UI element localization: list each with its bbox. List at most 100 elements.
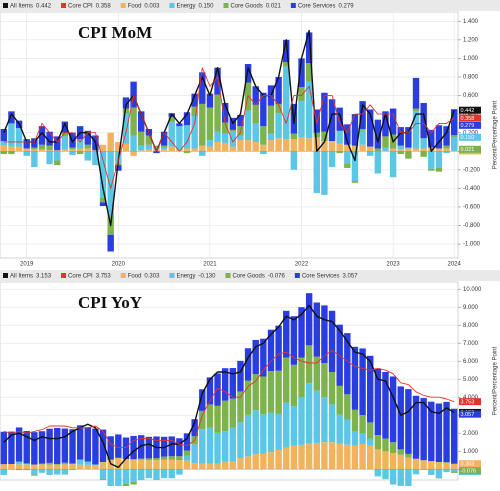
- bar-segment: [138, 460, 144, 470]
- bar-segment: [130, 108, 136, 136]
- bar-segment: [451, 469, 457, 471]
- bar-segment: [413, 111, 419, 148]
- bar-segment: [443, 402, 449, 462]
- bar-segment: [451, 472, 457, 473]
- bar-segment: [100, 462, 106, 469]
- legend-label: All Items: [10, 4, 33, 10]
- bar-segment: [1, 464, 7, 469]
- bar-segment: [336, 108, 342, 131]
- bar-segment: [283, 139, 289, 151]
- bar-segment: [436, 148, 442, 151]
- value-tag-label: 0.358: [461, 116, 475, 122]
- bar-segment: [184, 151, 190, 153]
- bar-segment: [344, 445, 350, 469]
- bar-segment: [352, 347, 358, 410]
- bar-segment: [428, 461, 434, 469]
- bar-segment: [352, 181, 358, 183]
- bar-segment: [8, 464, 14, 469]
- bar-segment: [283, 448, 289, 470]
- bar-segment: [77, 459, 83, 464]
- bar-segment: [199, 463, 205, 469]
- bar-segment: [184, 450, 190, 455]
- bar-segment: [100, 202, 106, 206]
- bar-segment: [413, 459, 419, 469]
- bar-segment: [100, 469, 106, 479]
- bar-segment: [336, 144, 342, 151]
- bar-segment: [46, 463, 52, 465]
- legend-label: Energy: [176, 4, 195, 10]
- bar-segment: [54, 464, 60, 465]
- bar-segment: [46, 429, 52, 463]
- bar-segment: [77, 465, 83, 470]
- legend-label: Core CPI: [68, 4, 93, 10]
- bar-segment: [77, 148, 83, 151]
- bar-segment: [275, 326, 281, 371]
- legend-value: -0.130: [198, 274, 216, 280]
- bar-segment: [230, 427, 236, 461]
- bar-segment: [275, 113, 281, 138]
- bar-segment: [176, 438, 182, 456]
- bar-segment: [275, 138, 281, 151]
- bar-segment: [24, 148, 30, 151]
- bar-segment: [77, 139, 83, 148]
- bar-segment: [153, 460, 159, 469]
- bar-segment: [146, 149, 152, 151]
- bar-segment: [130, 151, 136, 156]
- bar-segment: [54, 469, 60, 474]
- bar-segment: [207, 428, 213, 464]
- bar-segment: [253, 454, 259, 469]
- bar-segment: [306, 443, 312, 469]
- bar-segment: [359, 129, 365, 131]
- bar-segment: [24, 151, 30, 156]
- bar-segment: [451, 464, 457, 469]
- bar-segment: [306, 293, 312, 345]
- bar-segment: [39, 469, 45, 473]
- bar-segment: [214, 95, 220, 132]
- bar-segment: [413, 78, 419, 109]
- bar-segment: [336, 151, 342, 153]
- bar-segment: [222, 431, 228, 462]
- legend-swatch: [61, 273, 66, 278]
- y-tick-label: 1.000: [463, 449, 479, 455]
- legend-swatch: [121, 3, 126, 8]
- bar-segment: [230, 399, 236, 428]
- bar-segment: [8, 151, 14, 154]
- bar-segment: [352, 410, 358, 432]
- legend-label: Core Services: [302, 274, 340, 280]
- bar-segment: [275, 414, 281, 450]
- bar-segment: [31, 465, 37, 470]
- bar-segment: [245, 415, 251, 456]
- y-tick-label: 9.000: [463, 305, 479, 311]
- bar-segment: [31, 475, 37, 476]
- bar-segment: [222, 462, 228, 469]
- bar-segment: [153, 469, 159, 480]
- bar-segment: [146, 145, 152, 150]
- bar-segment: [169, 456, 175, 460]
- legend-value: 0.442: [36, 4, 52, 10]
- bar-segment: [222, 143, 228, 151]
- legend-label: Food: [128, 274, 142, 280]
- bar-segment: [405, 148, 411, 151]
- bar-segment: [46, 469, 52, 475]
- bar-segment: [191, 463, 197, 469]
- bar-segment: [398, 151, 404, 154]
- bar-segment: [260, 454, 266, 469]
- bar-segment: [62, 136, 68, 149]
- legend-swatch: [3, 273, 8, 278]
- bar-segment: [8, 147, 14, 152]
- bar-segment: [283, 67, 289, 139]
- bar-segment: [321, 442, 327, 469]
- bar-segment: [199, 411, 205, 429]
- bar-segment: [31, 151, 37, 167]
- y-tick-label: -0.200: [463, 167, 481, 173]
- bar-segment: [451, 135, 457, 137]
- bar-segment: [138, 146, 144, 151]
- bar-segment: [420, 103, 426, 138]
- bar-segment: [329, 404, 335, 442]
- bar-segment: [451, 109, 457, 135]
- bar-segment: [161, 457, 167, 460]
- bar-segment: [306, 138, 312, 151]
- bar-segment: [352, 446, 358, 469]
- y-tick-label: 0.800: [463, 75, 479, 81]
